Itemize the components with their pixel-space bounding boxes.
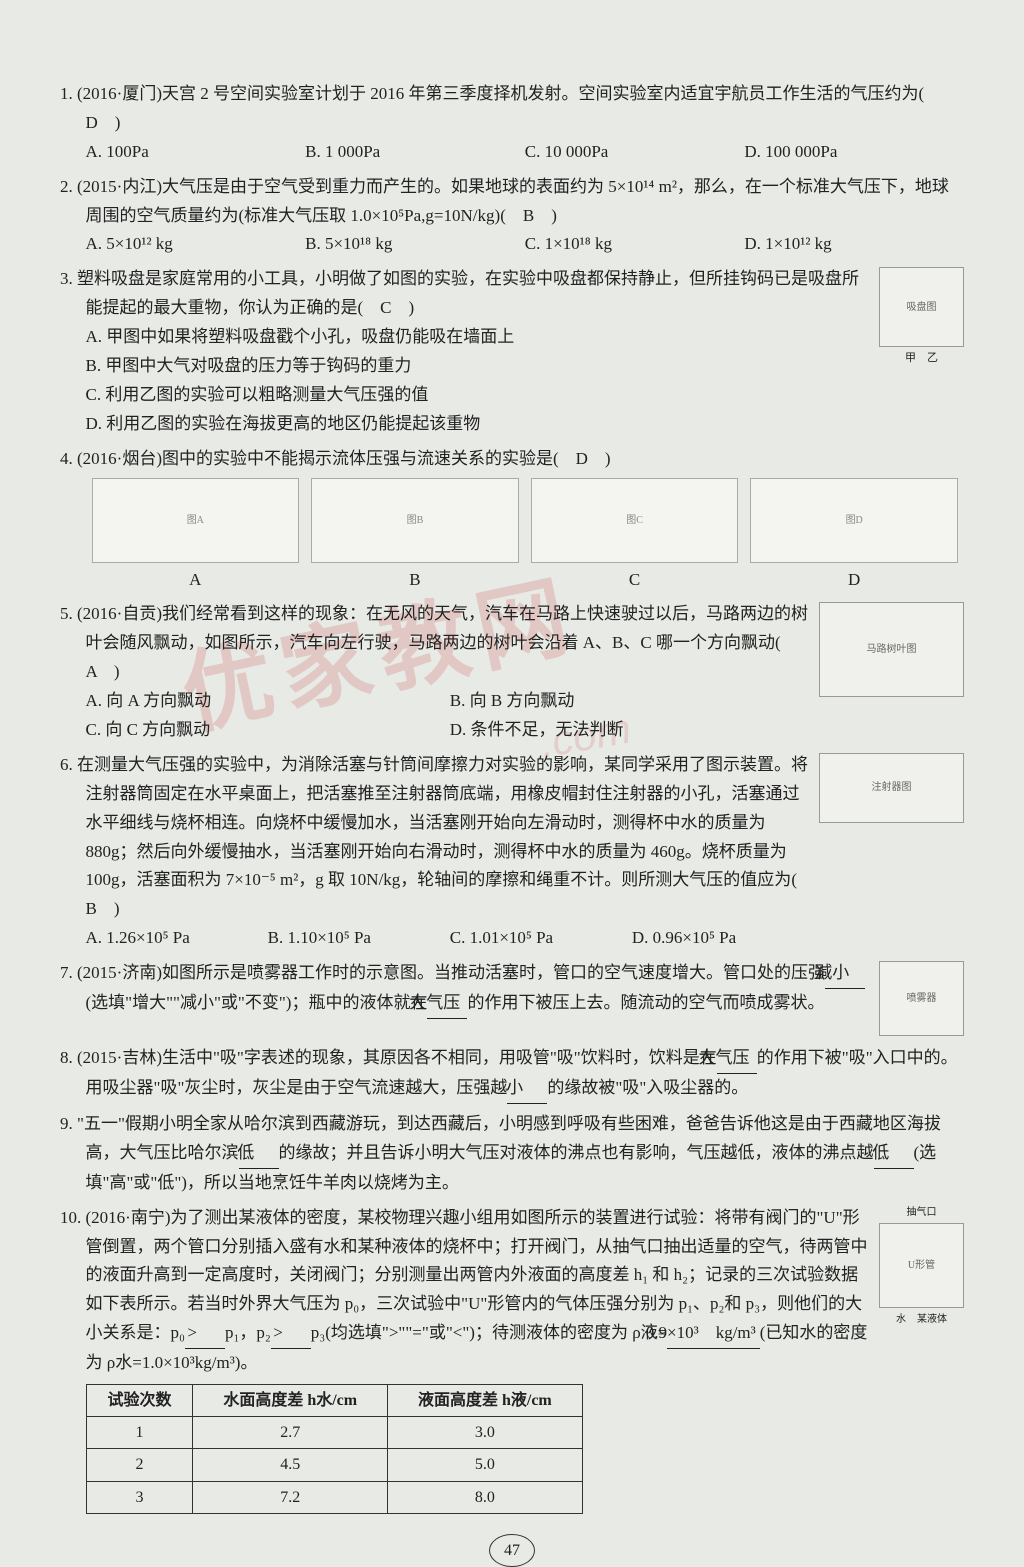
- question-9: 9. "五一"假期小明全家从哈尔滨到西藏游玩，到达西藏后，小明感到呼吸有些困难，…: [60, 1110, 964, 1198]
- q3-opt-b: B. 甲图中大气对吸盘的压力等于钩码的重力: [60, 352, 874, 381]
- figure-road-leaves: 马路树叶图: [819, 602, 964, 697]
- q6-opt-d: D. 0.96×10⁵ Pa: [632, 924, 814, 953]
- table-col-0: 试验次数: [86, 1384, 193, 1416]
- q6-options: A. 1.26×10⁵ Pa B. 1.10×10⁵ Pa C. 1.01×10…: [60, 924, 814, 953]
- q10-blank-1: >: [185, 1319, 225, 1349]
- q3-text: 3. 塑料吸盘是家庭常用的小工具，小明做了如图的实验，在实验中吸盘都保持静止，但…: [60, 265, 874, 323]
- q2-opt-d: D. 1×10¹² kg: [744, 230, 964, 259]
- page-number: 47: [60, 1534, 964, 1567]
- table-row: 3 7.2 8.0: [86, 1481, 582, 1513]
- q6-opt-a: A. 1.26×10⁵ Pa: [86, 924, 268, 953]
- q10-blank-3: 0.9×10³ kg/m³: [667, 1319, 759, 1349]
- q1-opt-c: C. 10 000Pa: [525, 138, 745, 167]
- q4-img-d: 图D: [750, 478, 958, 563]
- q9-text: 9. "五一"假期小明全家从哈尔滨到西藏游玩，到达西藏后，小明感到呼吸有些困难，…: [60, 1110, 964, 1198]
- q10-blank-2: >: [271, 1319, 311, 1349]
- q9-blank-1: 低: [239, 1139, 279, 1169]
- question-2: 2. (2015·内江)大气压是由于空气受到重力而产生的。如果地球的表面约为 5…: [60, 173, 964, 260]
- question-10: 10. (2016·南宁)为了测出某液体的密度，某校物理兴趣小组用如图所示的装置…: [60, 1204, 964, 1378]
- q8-text: 8. (2015·吉林)生活中"吸"字表述的现象，其原因各不相同，用吸管"吸"饮…: [60, 1044, 964, 1104]
- q5-options: A. 向 A 方向飘动 B. 向 B 方向飘动 C. 向 C 方向飘动 D. 条…: [60, 687, 814, 745]
- q10-table: 试验次数 水面高度差 h水/cm 液面高度差 h液/cm 1 2.7 3.0 2…: [86, 1384, 583, 1514]
- q4-img-c: 图C: [531, 478, 739, 563]
- q5-figure: 马路树叶图: [814, 600, 964, 699]
- question-5: 5. (2016·自贡)我们经常看到这样的现象：在无风的天气，汽车在马路上快速驶…: [60, 600, 964, 744]
- figure-syringe: 注射器图: [819, 753, 964, 823]
- q1-options: A. 100Pa B. 1 000Pa C. 10 000Pa D. 100 0…: [60, 138, 964, 167]
- q7-figure: 喷雾器: [874, 959, 964, 1038]
- table-row: 1 2.7 3.0: [86, 1417, 582, 1449]
- q1-opt-d: D. 100 000Pa: [744, 138, 964, 167]
- q1-opt-a: A. 100Pa: [86, 138, 306, 167]
- q4-text: 4. (2016·烟台)图中的实验中不能揭示流体压强与流速关系的实验是( D ): [60, 445, 964, 474]
- q4-img-a: 图A: [92, 478, 300, 563]
- q5-opt-d: D. 条件不足，无法判断: [450, 716, 814, 745]
- q8-blank-2: 小: [507, 1074, 547, 1104]
- figure-sprayer: 喷雾器: [879, 961, 964, 1036]
- q2-opt-a: A. 5×10¹² kg: [86, 230, 306, 259]
- q10-text: 10. (2016·南宁)为了测出某液体的密度，某校物理兴趣小组用如图所示的装置…: [60, 1204, 874, 1378]
- q5-opt-b: B. 向 B 方向飘动: [450, 687, 814, 716]
- q2-opt-c: C. 1×10¹⁸ kg: [525, 230, 745, 259]
- question-8: 8. (2015·吉林)生活中"吸"字表述的现象，其原因各不相同，用吸管"吸"饮…: [60, 1044, 964, 1104]
- q3-opt-d: D. 利用乙图的实验在海拔更高的地区仍能提起该重物: [60, 410, 874, 439]
- figure-suction-cups: 吸盘图: [879, 267, 964, 347]
- q6-opt-c: C. 1.01×10⁵ Pa: [450, 924, 632, 953]
- q6-text: 6. 在测量大气压强的实验中，为消除活塞与针筒间摩擦力对实验的影响，某同学采用了…: [60, 751, 814, 924]
- q6-opt-b: B. 1.10×10⁵ Pa: [268, 924, 450, 953]
- question-7: 7. (2015·济南)如图所示是喷雾器工作时的示意图。当推动活塞时，管口的空气…: [60, 959, 964, 1038]
- question-6: 6. 在测量大气压强的实验中，为消除活塞与针筒间摩擦力对实验的影响，某同学采用了…: [60, 751, 964, 953]
- q1-opt-b: B. 1 000Pa: [305, 138, 525, 167]
- q4-images: 图AA 图BB 图CC 图DD: [60, 478, 964, 595]
- q3-figure: 吸盘图 甲 乙: [874, 265, 964, 368]
- q5-text: 5. (2016·自贡)我们经常看到这样的现象：在无风的天气，汽车在马路上快速驶…: [60, 600, 814, 687]
- q2-text: 2. (2015·内江)大气压是由于空气受到重力而产生的。如果地球的表面约为 5…: [60, 173, 964, 231]
- q1-text: 1. (2016·厦门)天宫 2 号空间实验室计划于 2016 年第三季度择机发…: [60, 80, 964, 138]
- question-3: 3. 塑料吸盘是家庭常用的小工具，小明做了如图的实验，在实验中吸盘都保持静止，但…: [60, 265, 964, 438]
- q4-img-b: 图B: [311, 478, 519, 563]
- q7-blank-1: 减小: [825, 959, 865, 989]
- q7-blank-2: 大气压: [427, 989, 467, 1019]
- figure-u-tube: U形管: [879, 1223, 964, 1308]
- q3-opt-c: C. 利用乙图的实验可以粗略测量大气压强的值: [60, 381, 874, 410]
- question-1: 1. (2016·厦门)天宫 2 号空间实验室计划于 2016 年第三季度择机发…: [60, 80, 964, 167]
- table-col-2: 液面高度差 h液/cm: [388, 1384, 583, 1416]
- q3-opt-a: A. 甲图中如果将塑料吸盘戳个小孔，吸盘仍能吸在墙面上: [60, 323, 874, 352]
- q10-figure: 抽气口 U形管 水 某液体: [874, 1204, 964, 1329]
- q7-text: 7. (2015·济南)如图所示是喷雾器工作时的示意图。当推动活塞时，管口的空气…: [60, 959, 874, 1019]
- table-row: 2 4.5 5.0: [86, 1449, 582, 1481]
- q9-blank-2: 低: [874, 1139, 914, 1169]
- table-col-1: 水面高度差 h水/cm: [193, 1384, 388, 1416]
- q2-opt-b: B. 5×10¹⁸ kg: [305, 230, 525, 259]
- q2-options: A. 5×10¹² kg B. 5×10¹⁸ kg C. 1×10¹⁸ kg D…: [60, 230, 964, 259]
- q5-opt-a: A. 向 A 方向飘动: [86, 687, 450, 716]
- q5-opt-c: C. 向 C 方向飘动: [86, 716, 450, 745]
- question-4: 4. (2016·烟台)图中的实验中不能揭示流体压强与流速关系的实验是( D )…: [60, 445, 964, 595]
- q8-blank-1: 大气压: [717, 1044, 757, 1074]
- q6-figure: 注射器图: [814, 751, 964, 825]
